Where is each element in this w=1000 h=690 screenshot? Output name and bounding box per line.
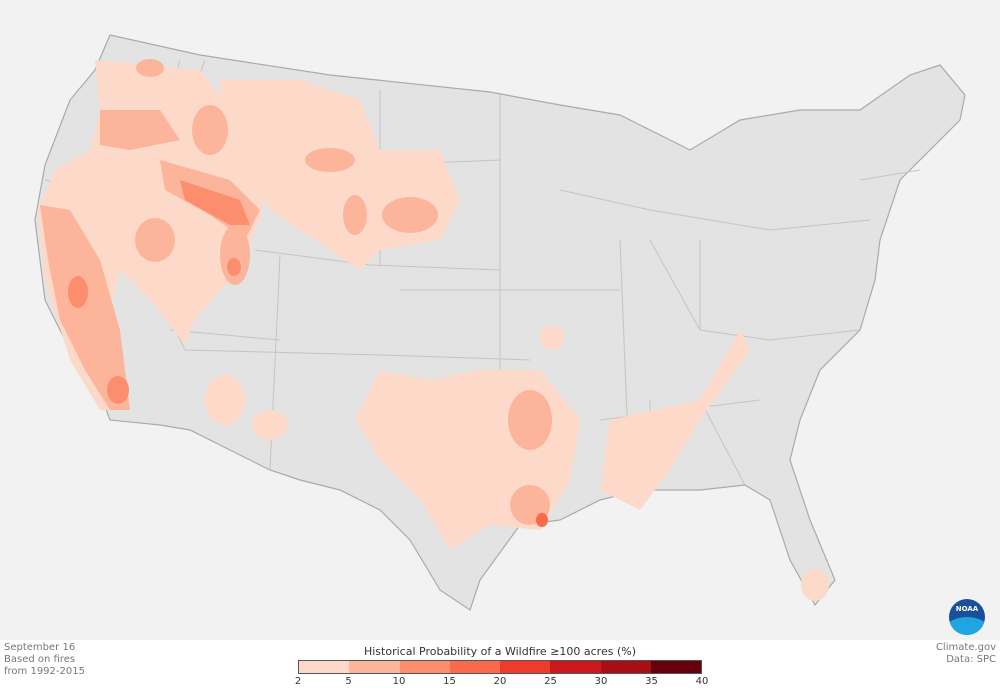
legend-tick: 2 xyxy=(294,676,302,687)
date-label: September 16 xyxy=(4,642,76,653)
legend-color-bar xyxy=(298,660,702,674)
legend-tick: 10 xyxy=(392,676,406,687)
credit-label: Climate.gov xyxy=(935,642,996,653)
date-note: September 16 Based on fires from 1992-20… xyxy=(4,642,85,678)
legend-swatch xyxy=(550,661,601,673)
noaa-logo: NOAA xyxy=(949,599,985,635)
legend-swatch xyxy=(299,661,350,673)
legend-tick: 30 xyxy=(594,676,608,687)
legend-tick: 20 xyxy=(493,676,507,687)
legend-tick: 35 xyxy=(645,676,658,687)
noaa-logo-text: NOAA xyxy=(955,605,979,613)
note-line-2: from 1992-2015 xyxy=(4,666,85,677)
legend-tick: 40 xyxy=(695,676,709,687)
probability-areas xyxy=(38,59,829,601)
legend-title: Historical Probability of a Wildfire ≥10… xyxy=(363,645,636,658)
legend-tick: 25 xyxy=(544,676,557,687)
legend-swatch xyxy=(600,661,651,673)
legend-swatch xyxy=(449,661,500,673)
data-source-label: Data: SPC xyxy=(946,654,996,665)
legend-swatch xyxy=(500,661,551,673)
legend-tick: 15 xyxy=(443,676,456,687)
credits: Climate.gov Data: SPC xyxy=(936,642,996,666)
legend-swatch xyxy=(349,661,400,673)
legend-swatch xyxy=(399,661,450,673)
wildfire-probability-map xyxy=(34,34,966,611)
legend-tick: 5 xyxy=(345,676,352,687)
legend-swatch xyxy=(650,661,701,673)
note-line-1: Based on fires xyxy=(4,654,76,665)
